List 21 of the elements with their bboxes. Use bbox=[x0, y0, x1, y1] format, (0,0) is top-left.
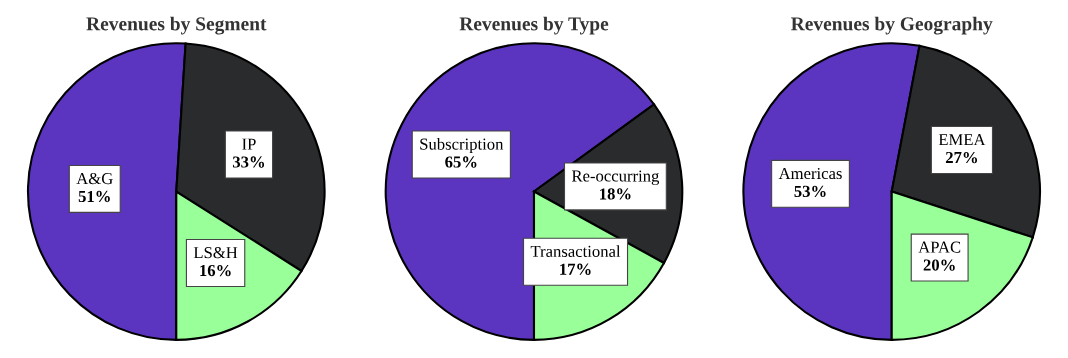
data-label: 27% bbox=[945, 151, 978, 164]
data-label: 20% bbox=[923, 259, 955, 271]
data-label: 53% bbox=[794, 185, 826, 198]
data-label: 16% bbox=[200, 264, 231, 277]
data-label: 33% bbox=[232, 156, 265, 168]
chart-title: Revenues by Segment bbox=[86, 16, 267, 35]
slice-label: LS&H bbox=[193, 246, 238, 259]
chart-title: Revenues by Type bbox=[459, 16, 609, 35]
data-label: 51% bbox=[78, 190, 110, 203]
chart-title: Revenues by Geography bbox=[791, 16, 993, 35]
data-label: 18% bbox=[600, 188, 631, 200]
slice-label: EMEA bbox=[938, 134, 986, 146]
data-label: 17% bbox=[560, 263, 591, 275]
data-label: 65% bbox=[445, 156, 477, 168]
slice-label: Americas bbox=[778, 167, 842, 180]
slice-label: Re-occurring bbox=[571, 170, 660, 186]
slice-label: Transactional bbox=[530, 245, 621, 257]
slice-label: IP bbox=[242, 138, 256, 150]
slice-label: Subscription bbox=[420, 137, 504, 154]
slice-label: APAC bbox=[918, 241, 961, 253]
slice-label: A&G bbox=[76, 172, 113, 185]
